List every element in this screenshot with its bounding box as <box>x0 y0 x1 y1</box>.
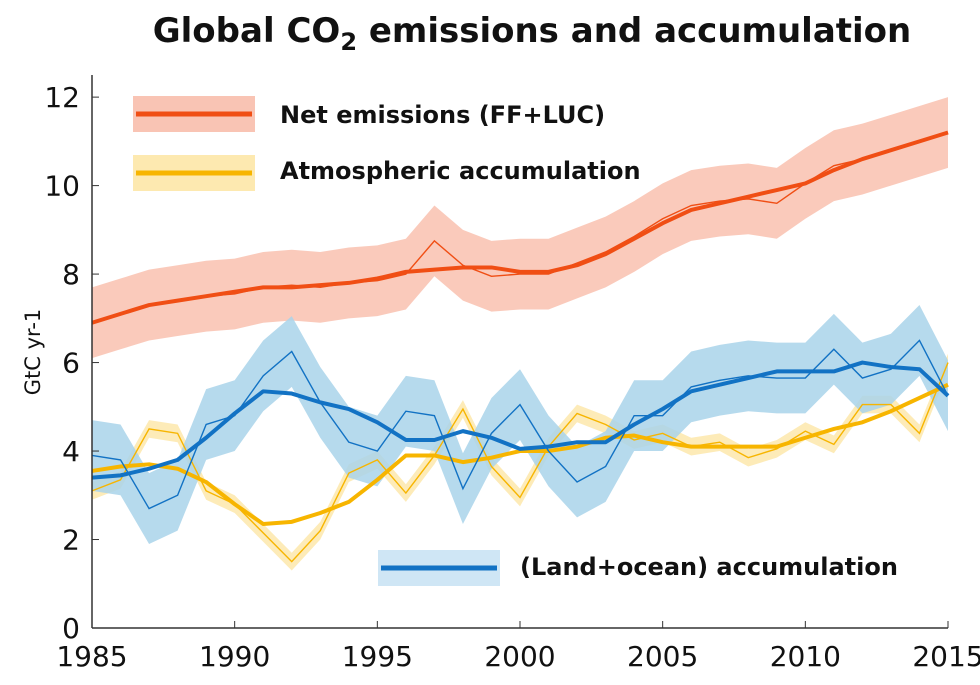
x-tick-label: 1985 <box>56 640 127 673</box>
y-tick-label: 4 <box>62 435 80 468</box>
y-tick-label: 8 <box>62 258 80 291</box>
y-tick-label: 2 <box>62 524 80 557</box>
x-tick-label: 1990 <box>199 640 270 673</box>
y-tick-label: 6 <box>62 347 80 380</box>
smoothed-line-1 <box>91 382 949 527</box>
axes: 0 2 4 6 8 10 12 1985 1990 1995 2000 2005 2010 2015 <box>44 75 980 673</box>
smoothed-line-2 <box>91 360 950 480</box>
y-tick-label: 0 <box>62 612 80 645</box>
legend-label: Net emissions (FF+LUC) <box>280 101 605 129</box>
legend-atmospheric: Atmospheric accumulation <box>133 155 641 191</box>
chart-title: Global CO2 emissions and accumulation <box>153 11 912 56</box>
x-tick-label: 2010 <box>770 640 841 673</box>
x-tick-label: 1995 <box>342 640 413 673</box>
x-tick-label: 2000 <box>484 640 555 673</box>
smoothed-line-0 <box>91 130 949 325</box>
uncertainty-bands <box>92 97 948 571</box>
legend-label: Atmospheric accumulation <box>280 157 641 185</box>
y-axis-label: GtC yr-1 <box>21 309 45 396</box>
legend-net-emissions: Net emissions (FF+LUC) <box>133 96 605 132</box>
series-lines <box>91 130 950 563</box>
x-tick-label: 2005 <box>627 640 698 673</box>
x-tick-label: 2015 <box>912 640 980 673</box>
band-0 <box>92 97 948 359</box>
legend-land-ocean: (Land+ocean) accumulation <box>378 550 898 586</box>
band-2 <box>92 305 948 544</box>
y-tick-label: 12 <box>44 81 80 114</box>
legend-label: (Land+ocean) accumulation <box>520 553 898 581</box>
y-tick-label: 10 <box>44 170 80 203</box>
